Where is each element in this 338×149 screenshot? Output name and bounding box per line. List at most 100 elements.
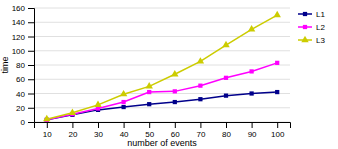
point xyxy=(121,105,125,109)
point xyxy=(173,100,177,104)
x-tick-mark xyxy=(72,122,73,128)
x-tick: 50 xyxy=(145,122,154,139)
series-line xyxy=(47,63,277,120)
point xyxy=(224,94,228,98)
x-tick: 80 xyxy=(222,122,231,139)
grid-line xyxy=(34,22,290,23)
y-tick-mark xyxy=(28,51,34,52)
grid-line xyxy=(34,107,290,108)
point xyxy=(275,90,279,94)
legend-swatch-marker xyxy=(303,12,307,16)
x-tick: 30 xyxy=(94,122,103,139)
point xyxy=(171,70,178,76)
x-tick-label: 100 xyxy=(271,130,285,139)
y-tick-label: 20 xyxy=(16,104,25,113)
point xyxy=(94,101,101,107)
series xyxy=(45,61,280,122)
point xyxy=(147,90,151,94)
y-tick: 60 xyxy=(16,75,34,84)
point xyxy=(273,11,280,17)
y-tick-mark xyxy=(28,122,34,123)
legend-item: L3 xyxy=(298,36,325,45)
legend-item: L2 xyxy=(298,23,325,32)
point xyxy=(224,76,228,80)
point xyxy=(222,41,229,47)
y-tick-label: 140 xyxy=(12,18,26,27)
legend-item: L1 xyxy=(298,10,325,19)
x-tick-label: 80 xyxy=(222,130,231,139)
x-axis-title: number of events xyxy=(127,138,197,148)
grid-line xyxy=(34,65,290,66)
y-tick-label: 80 xyxy=(16,61,25,70)
y-tick: 0 xyxy=(21,118,34,127)
y-tick-label: 60 xyxy=(16,75,25,84)
y-tick: 160 xyxy=(12,4,34,13)
point xyxy=(147,102,151,106)
y-tick: 140 xyxy=(12,18,34,27)
plot: 10 20 30 40 50 60 70 80 90 100 0 20 40 60 80 100 120 140 1… xyxy=(12,4,291,139)
y-tick-mark xyxy=(28,22,34,23)
point xyxy=(198,84,202,88)
x-tick: 20 xyxy=(68,122,77,139)
legend-swatch-marker xyxy=(303,25,307,29)
x-tick-mark xyxy=(149,122,150,128)
x-tick-mark xyxy=(226,122,227,128)
x-tick: 70 xyxy=(196,122,205,139)
series-line xyxy=(47,92,277,120)
point xyxy=(249,69,253,73)
point xyxy=(198,97,202,101)
point xyxy=(43,115,50,121)
point xyxy=(69,108,76,114)
x-tick-mark xyxy=(124,122,125,128)
legend-label: L1 xyxy=(316,10,325,19)
x-tick-mark xyxy=(47,122,48,128)
y-tick-label: 0 xyxy=(21,118,26,127)
x-axis-line xyxy=(35,123,291,129)
x-tick-mark xyxy=(98,122,99,128)
x-tick: 40 xyxy=(120,122,129,139)
legend-swatch-marker xyxy=(301,36,308,42)
y-tick-mark xyxy=(28,79,34,80)
point xyxy=(145,82,152,88)
y-tick: 80 xyxy=(16,61,34,70)
y-tick: 120 xyxy=(12,33,34,42)
y-tick-mark xyxy=(28,37,34,38)
y-axis-title: time xyxy=(0,56,10,73)
point xyxy=(248,25,255,31)
x-tick: 90 xyxy=(248,122,257,139)
y-tick-label: 160 xyxy=(12,4,26,13)
point xyxy=(120,90,127,96)
y-grid xyxy=(34,8,290,122)
grid-line xyxy=(34,8,290,9)
x-tick-label: 90 xyxy=(248,130,257,139)
y-tick-label: 40 xyxy=(16,90,25,99)
chart: 10 20 30 40 50 60 70 80 90 100 0 20 40 60 80 100 120 140 1… xyxy=(0,0,338,149)
y-axis-line xyxy=(28,9,35,123)
x-tick-label: 10 xyxy=(43,130,52,139)
y-tick-label: 120 xyxy=(12,33,26,42)
x-tick: 100 xyxy=(271,122,285,139)
x-tick-label: 70 xyxy=(196,130,205,139)
point xyxy=(173,89,177,93)
y-tick: 100 xyxy=(12,47,34,56)
x-axis: 10 20 30 40 50 60 70 80 90 100 xyxy=(35,122,291,139)
x-tick: 10 xyxy=(43,122,52,139)
y-tick-mark xyxy=(28,65,34,66)
point xyxy=(197,57,204,63)
x-tick: 60 xyxy=(171,122,180,139)
marks xyxy=(43,11,281,122)
y-tick-mark xyxy=(28,94,34,95)
legend-label: L3 xyxy=(316,36,325,45)
y-tick-label: 100 xyxy=(12,47,26,56)
grid-line xyxy=(34,50,290,51)
series xyxy=(45,90,280,122)
y-axis: 0 20 40 60 80 100 120 140 160 xyxy=(12,4,35,127)
grid-line xyxy=(34,36,290,37)
y-tick: 40 xyxy=(16,90,34,99)
point xyxy=(249,91,253,95)
legend-label: L2 xyxy=(316,23,325,32)
x-tick-mark xyxy=(252,122,253,128)
point xyxy=(121,100,125,104)
point xyxy=(275,61,279,65)
series-line xyxy=(47,15,277,119)
